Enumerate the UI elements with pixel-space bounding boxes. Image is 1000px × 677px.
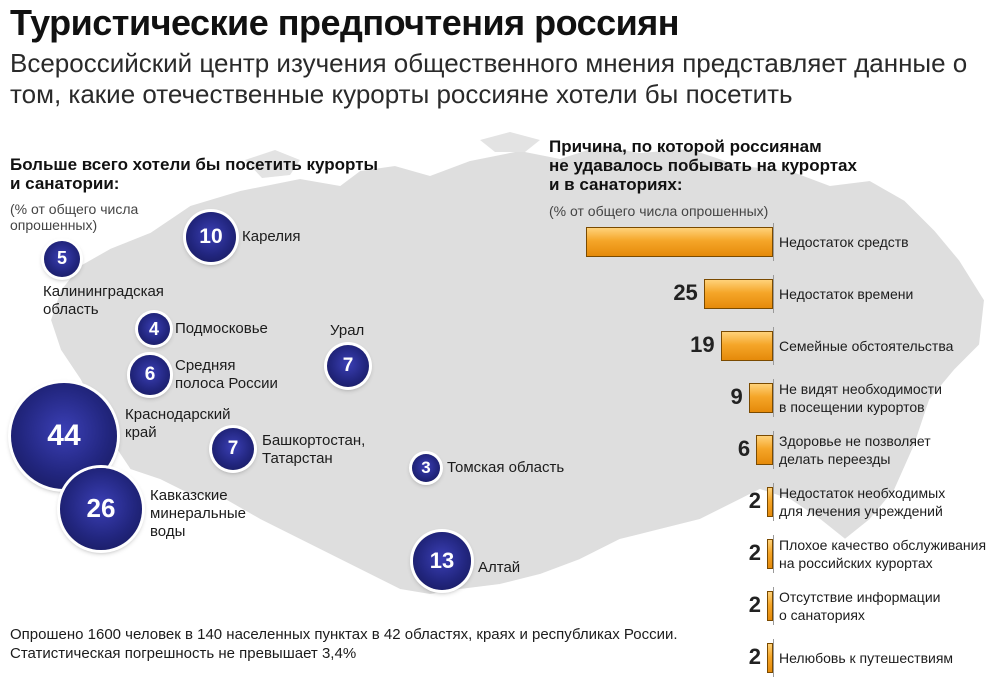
bar-value-8: 2	[748, 592, 761, 617]
bubble-label-2: Калининградская область	[43, 283, 164, 318]
left-heading-line-1: Больше всего хотели бы посетить курорты	[10, 155, 379, 174]
bubble-10: 13	[413, 532, 471, 590]
bar-divider-2	[773, 275, 774, 313]
bar-label-9: Нелюбовь к путешествиям	[779, 650, 954, 666]
bar-8	[767, 591, 773, 621]
bar-label-4: Не видят необходимости в посещении курорт…	[779, 381, 942, 415]
right-section-note: (% от общего числа опрошенных)	[549, 203, 769, 219]
left-section-heading: Больше всего хотели бы посетить курорты …	[10, 155, 378, 193]
bubble-label-10: Алтай	[478, 559, 521, 576]
bar-2	[703, 279, 773, 309]
bar-label-2: Недостаток времени	[779, 286, 914, 302]
bar-label-1: Недостаток средств	[779, 234, 909, 250]
bar-4	[748, 383, 773, 413]
page-subtitle: Всероссийский центр изучения общественно…	[10, 48, 968, 109]
bubble-label-5: Средняя полоса России	[175, 357, 278, 392]
bubble-1: 10	[185, 211, 237, 263]
bubble-2: 5	[44, 241, 80, 277]
bar-label-3: Семейные обстоятельства	[779, 338, 954, 354]
bubble-8: 3	[412, 454, 440, 482]
bubble-7: 7	[211, 427, 255, 471]
bar-5	[756, 435, 773, 465]
bar-divider-7	[773, 535, 774, 573]
bubble-3: 4	[138, 313, 170, 345]
bar-label-7: Плохое качество обслуживания на российски…	[779, 537, 987, 571]
bar-value-7: 2	[748, 540, 761, 565]
bar-divider-6	[773, 483, 774, 521]
bar-value-2: 25	[673, 280, 698, 305]
bar-value-4: 9	[730, 384, 743, 409]
right-heading-line-1: Причина, по которой россиянам	[549, 137, 822, 156]
right-heading-line-2: не удавалось побывать на курортах	[549, 156, 857, 175]
bar-value-6: 2	[748, 488, 761, 513]
bubble-4: 7	[326, 344, 370, 388]
bar-divider-8	[773, 587, 774, 625]
bubble-label-6: Краснодарский край	[125, 406, 231, 441]
bubble-9: 26	[60, 468, 142, 550]
bar-divider-3	[773, 327, 774, 365]
bar-divider-9	[773, 639, 774, 677]
bar-label-5: Здоровье не позволяет делать переезды	[779, 433, 931, 467]
bubble-label-7: Башкортостан, Татарстан	[262, 432, 366, 467]
bar-3	[720, 331, 773, 361]
footer-note: Опрошено 1600 человек в 140 населенных п…	[10, 625, 678, 663]
bar-value-5: 6	[737, 436, 751, 461]
left-note-line-2: опрошенных)	[10, 217, 98, 233]
bar-divider-5	[773, 431, 774, 469]
left-note-line-1: (% от общего числа	[10, 201, 139, 217]
footer-line-2: Статистическая погрешность не превышает …	[10, 645, 357, 662]
right-heading-line-3: и в санаториях:	[549, 175, 683, 194]
bubble-label-9: Кавказские минеральные воды	[150, 487, 246, 540]
left-section-note: (% от общего числа опрошенных)	[10, 201, 138, 233]
page-title: Туристические предпочтения россиян	[10, 2, 680, 43]
bar-6	[767, 487, 773, 517]
bar-label-6: Недостаток необходимых для лечения учрежд…	[779, 485, 946, 519]
bubble-label-8: Томская область	[447, 459, 565, 476]
bar-divider-1	[773, 223, 774, 261]
bar-label-8: Отсутствие информации о санаториях	[779, 589, 941, 623]
bubble-label-4: Урал	[330, 322, 365, 339]
bar-7	[767, 539, 773, 569]
left-heading-line-2: и санатории:	[10, 174, 120, 193]
footer-line-1: Опрошено 1600 человек в 140 населенных п…	[10, 626, 678, 643]
bubble-label-1: Карелия	[242, 228, 301, 245]
bar-1	[586, 227, 773, 257]
bar-value-9: 2	[748, 644, 761, 669]
bubble-5: 6	[130, 355, 170, 395]
right-section-heading: Причина, по которой россиянам не удавало…	[549, 137, 857, 194]
bar-value-3: 19	[690, 332, 715, 357]
bubble-label-3: Подмосковье	[175, 320, 268, 337]
bar-divider-4	[773, 379, 774, 417]
